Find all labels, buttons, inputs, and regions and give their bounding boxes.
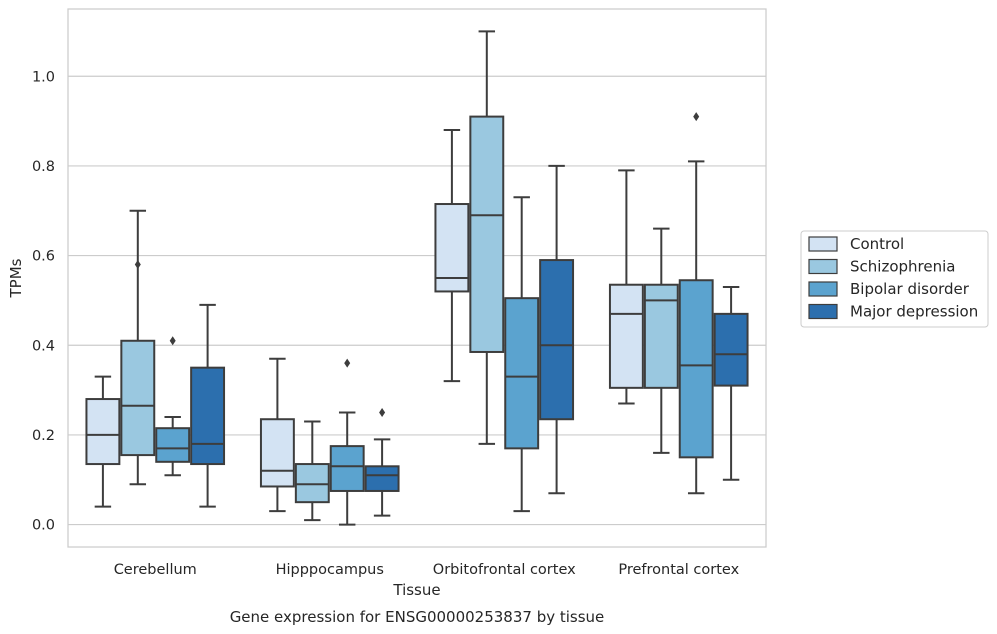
- iqr-box: [504, 297, 540, 450]
- outlier-marker: [693, 112, 700, 122]
- box-major-depression-2: [539, 164, 575, 495]
- box-major-depression-1: [364, 408, 400, 517]
- iqr-box: [190, 366, 226, 466]
- legend-swatch: [808, 236, 838, 252]
- box-schizophrenia-0: [120, 209, 156, 486]
- x-tick-label: Cerebellum: [114, 562, 197, 578]
- legend-frame: [800, 230, 989, 328]
- x-tick-label: Orbitofrontal cortex: [433, 562, 576, 578]
- iqr-box: [294, 463, 330, 504]
- y-tick-label: 0.0: [32, 518, 55, 534]
- box-schizophrenia-2: [469, 30, 505, 445]
- legend-swatch: [808, 258, 838, 275]
- box-control-1: [259, 357, 295, 513]
- iqr-box: [608, 283, 644, 389]
- iqr-box: [364, 465, 400, 492]
- plot-frame: [67, 8, 767, 548]
- iqr-box: [85, 398, 121, 466]
- box-bipolar-disorder-2: [504, 196, 540, 513]
- iqr-box: [120, 339, 156, 457]
- iqr-box: [643, 283, 679, 389]
- y-tick-label: 0.4: [32, 338, 55, 354]
- box-control-3: [608, 169, 644, 405]
- y-tick-label: 1.0: [32, 69, 55, 85]
- y-tick-labels: 0.0 0.2 0.4 0.6 0.8 1.0: [32, 69, 55, 533]
- box-control-2: [434, 129, 470, 383]
- legend-label: Control: [850, 235, 904, 253]
- iqr-box: [678, 279, 714, 459]
- iqr-box: [539, 259, 575, 421]
- box-bipolar-disorder-1: [329, 358, 365, 526]
- box-major-depression-3: [713, 285, 749, 481]
- y-tick-label: 0.2: [32, 428, 55, 444]
- outlier-marker: [169, 336, 176, 346]
- box-groups: [85, 30, 749, 526]
- chart-caption: Gene expression for ENSG00000253837 by t…: [230, 608, 605, 626]
- iqr-box: [713, 312, 749, 387]
- box-control-0: [85, 375, 121, 508]
- legend-label: Schizophrenia: [850, 258, 955, 276]
- box-major-depression-0: [190, 303, 226, 508]
- outlier-marker: [344, 358, 351, 368]
- box-bipolar-disorder-3: [678, 112, 714, 495]
- x-tick-labels: Cerebellum Hipppocampus Orbitofrontal cort…: [114, 562, 740, 578]
- legend-label: Major depression: [850, 303, 978, 321]
- y-tick-label: 0.6: [32, 249, 55, 265]
- iqr-box: [155, 427, 191, 463]
- box-bipolar-disorder-0: [155, 336, 191, 477]
- y-tick-label: 0.8: [32, 159, 55, 175]
- legend-label: Bipolar disorder: [850, 280, 970, 298]
- iqr-box: [434, 203, 470, 293]
- iqr-box: [469, 115, 505, 353]
- legend-swatch: [808, 303, 838, 320]
- iqr-box: [329, 445, 365, 492]
- outlier-marker: [134, 260, 141, 270]
- x-axis-title: Tissue: [392, 581, 440, 599]
- x-tick-label: Hipppocampus: [276, 562, 384, 578]
- legend: Control Schizophrenia Bipolar disorder Majo…: [800, 230, 989, 328]
- legend-swatch: [808, 281, 838, 297]
- box-schizophrenia-1: [294, 420, 330, 522]
- x-tick-label: Prefrontal cortex: [618, 562, 739, 578]
- outlier-marker: [379, 408, 386, 417]
- iqr-box: [259, 418, 295, 488]
- y-axis-title: TPMs: [7, 258, 25, 298]
- box-schizophrenia-3: [643, 227, 679, 454]
